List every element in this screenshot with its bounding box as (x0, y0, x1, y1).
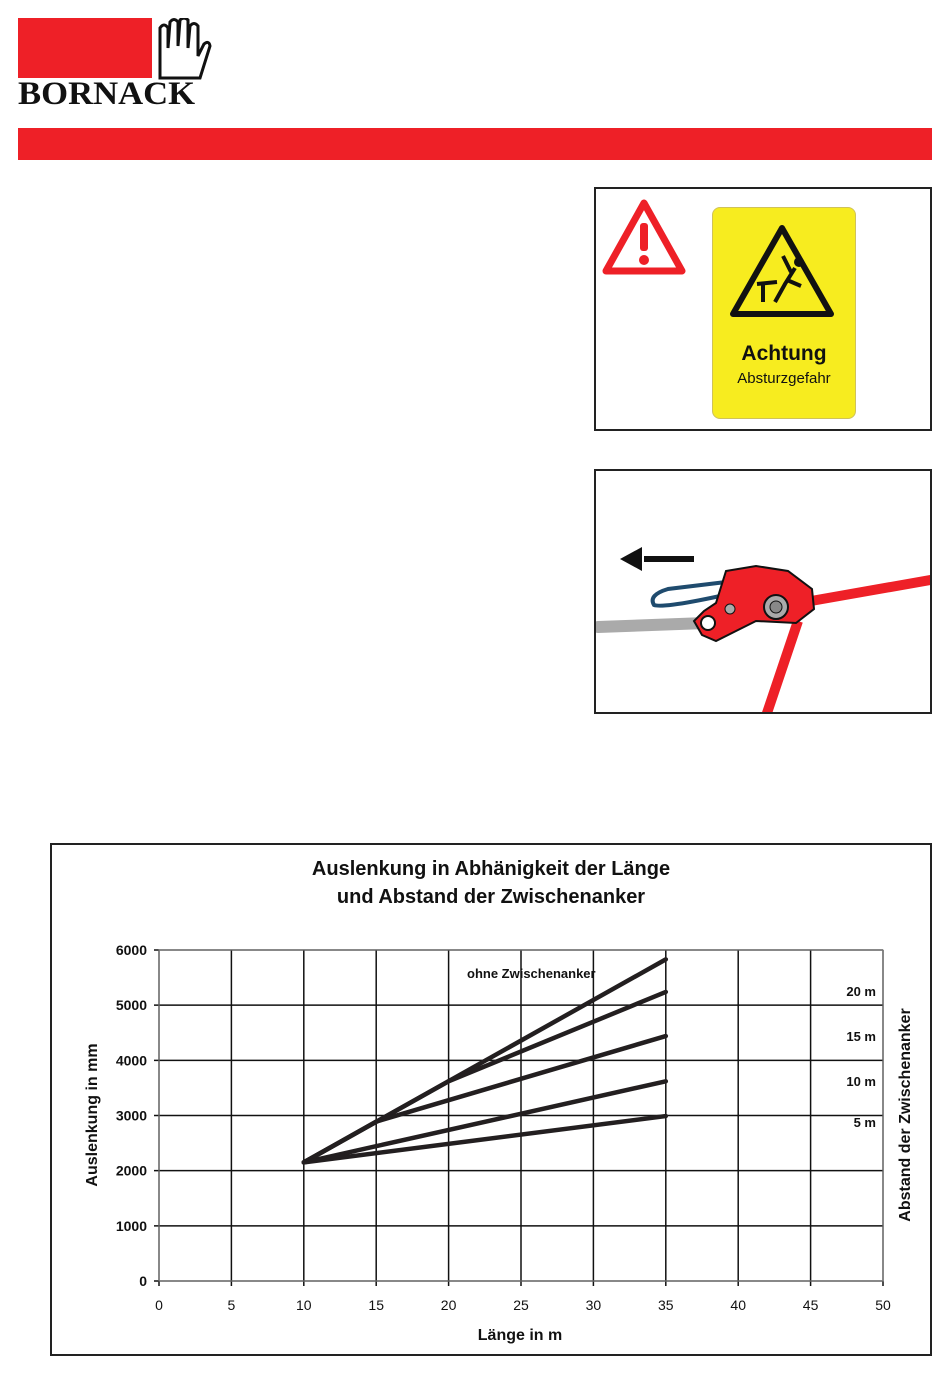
right-axis-label: Abstand der Zwischenanker (897, 1008, 914, 1221)
plot-area (158, 949, 884, 1282)
series-label: 15 m (846, 1029, 876, 1044)
series-label: 10 m (846, 1074, 876, 1089)
sign-title: Achtung (741, 342, 827, 365)
fall-hazard-icon (730, 225, 834, 317)
warning-box: Achtung Absturzgefahr (594, 187, 932, 431)
x-axis-label: Länge in m (478, 1327, 562, 1344)
y-axis-label: Auslenkung in mm (84, 1043, 101, 1186)
x-tick-label: 40 (730, 1297, 746, 1313)
x-tick-label: 5 (228, 1297, 236, 1313)
series-line (301, 1113, 669, 1165)
logo-mark (18, 18, 212, 80)
device-illustration-box (594, 469, 932, 714)
x-tick-label: 15 (368, 1297, 384, 1313)
fall-hazard-sign: Achtung Absturzgefahr (712, 207, 856, 419)
chart-title-line1: Auslenkung in Abhänigkeit der Länge (311, 858, 671, 880)
y-tick-label: 2000 (116, 1163, 147, 1179)
series-label: 20 m (846, 984, 876, 999)
y-tick-label: 5000 (116, 997, 147, 1013)
series-label: ohne Zwischenanker (467, 966, 596, 981)
hand-icon (152, 18, 212, 80)
warning-triangle-icon (602, 199, 686, 275)
series-line (301, 1079, 669, 1165)
x-tick-label: 30 (586, 1297, 602, 1313)
arrow-left-icon (620, 547, 642, 571)
series-line (301, 989, 669, 1165)
sign-subtitle: Absturzgefahr (737, 370, 831, 387)
y-tick-label: 0 (139, 1273, 147, 1289)
y-tick-label: 4000 (116, 1052, 147, 1068)
x-tick-label: 25 (513, 1297, 529, 1313)
header-banner (18, 128, 932, 160)
x-tick-label: 20 (441, 1297, 457, 1313)
x-tick-label: 50 (875, 1297, 891, 1313)
y-tick-label: 6000 (116, 942, 147, 958)
x-tick-label: 45 (803, 1297, 819, 1313)
y-tick-label: 3000 (116, 1108, 147, 1124)
x-tick-label: 0 (155, 1297, 163, 1313)
chart-title: Auslenkung in Abhänigkeit der Länge und … (52, 855, 930, 911)
x-tick-label: 10 (296, 1297, 312, 1313)
y-tick-label: 1000 (116, 1218, 147, 1234)
series-label: 5 m (854, 1115, 876, 1130)
chart-title-line2: und Abstand der Zwischenanker (336, 886, 646, 908)
logo-wordmark: BORNACK (18, 76, 196, 112)
cable-glider-illustration (596, 547, 930, 712)
series-line (301, 1033, 669, 1165)
chart-frame: Auslenkung in Abhänigkeit der Länge und … (50, 843, 932, 1356)
deflection-chart: 0 5 10 15 20 25 30 35 40 45 50 0 1000 2000 3000 4000 500… (84, 942, 914, 1344)
x-tick-label: 35 (658, 1297, 674, 1313)
